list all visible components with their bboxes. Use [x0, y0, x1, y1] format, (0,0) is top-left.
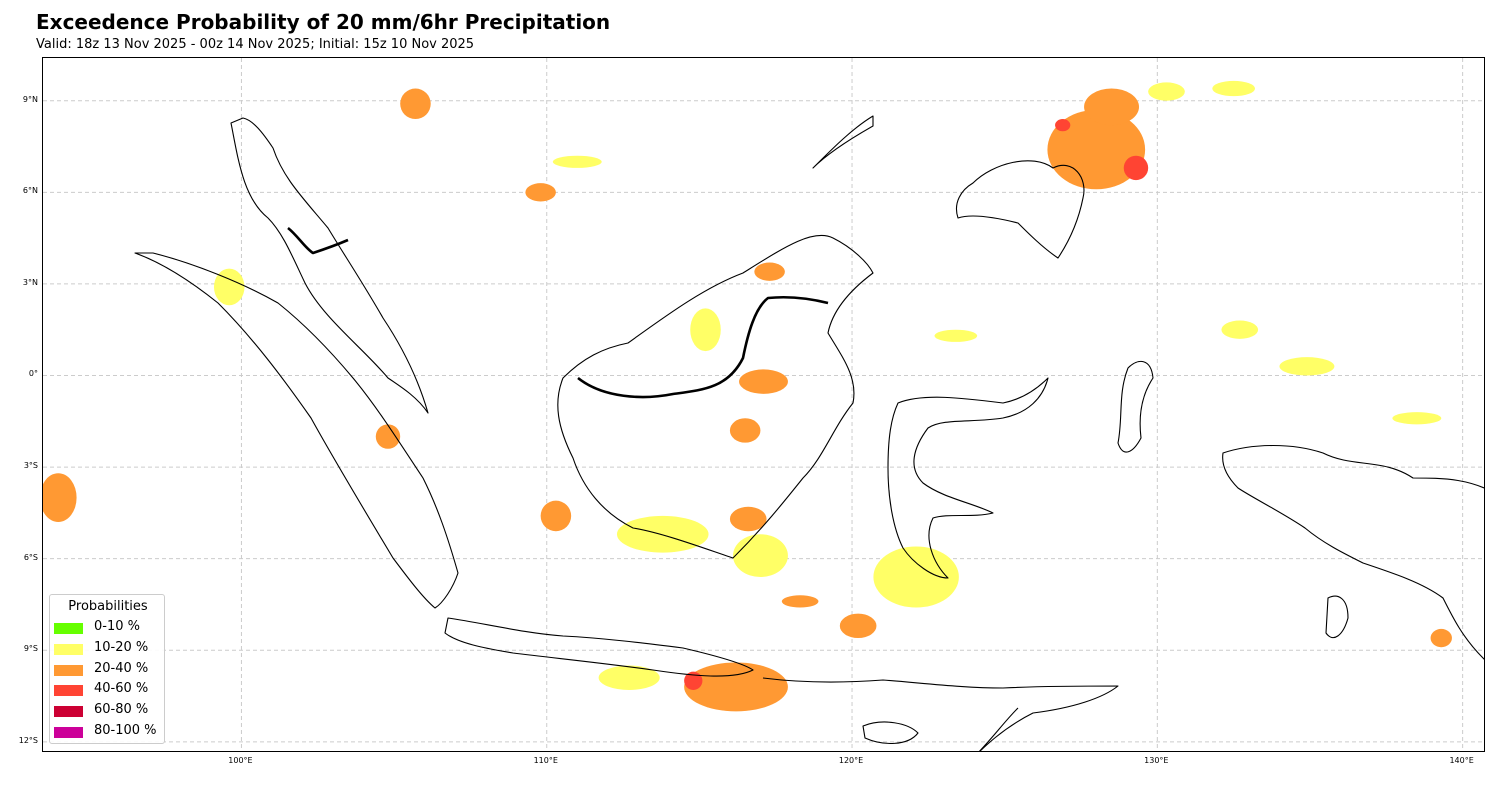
map-title: Exceedence Probability of 20 mm/6hr Prec…: [36, 10, 611, 34]
lat-tick-label: 9°N: [22, 94, 38, 104]
gridlines: [43, 58, 1484, 751]
legend-label: 80-100 %: [94, 723, 157, 738]
precip-area: [873, 546, 959, 608]
legend-swatch: [54, 664, 83, 676]
legend-label: 40-60 %: [94, 681, 149, 697]
map-frame: [42, 57, 1485, 752]
lon-tick-label: 130°E: [1144, 756, 1169, 765]
precip-area: [754, 262, 785, 281]
precip-area: [1148, 82, 1185, 101]
map-canvas: [43, 58, 1484, 751]
border-malay-thai: [287, 226, 349, 255]
coastline-sulawesi: [887, 377, 1049, 579]
precip-area: [839, 613, 877, 639]
precip-area: [1221, 320, 1259, 339]
precip-area: [684, 662, 788, 712]
legend-item: 60-80 %: [54, 702, 164, 720]
precip-area: [781, 595, 819, 608]
precip-area: [1279, 357, 1335, 376]
border-borneo: [577, 295, 829, 399]
lon-tick-label: 110°E: [533, 756, 558, 765]
coastline-lesser-sunda: [762, 677, 1119, 751]
precip-area: [540, 500, 572, 532]
coastlines: [134, 115, 1484, 751]
precip-area: [1430, 628, 1452, 648]
legend-swatch: [54, 727, 83, 738]
lat-tick-label: 0°: [28, 369, 38, 379]
lat-tick-label: 3°N: [22, 277, 38, 287]
coastline-sumatra: [134, 252, 459, 609]
precip-area: [729, 418, 761, 443]
lon-tick-label: 100°E: [228, 756, 253, 765]
legend-item: 20-40 %: [54, 661, 164, 679]
lat-tick-label: 3°S: [23, 461, 38, 471]
legend-item: 0-10 %: [54, 619, 164, 637]
precip-area: [732, 534, 788, 577]
legend-label: 10-20 %: [94, 639, 149, 655]
precip-area: [1123, 155, 1149, 181]
lat-tick-label: 6°N: [22, 186, 38, 196]
coastline-palawan: [812, 115, 874, 169]
coastline-new-guinea: [1222, 445, 1484, 660]
map-subtitle: Valid: 18z 13 Nov 2025 - 00z 14 Nov 2025…: [36, 37, 475, 52]
precip-area: [934, 329, 978, 342]
lat-tick-label: 12°S: [18, 735, 38, 745]
coastline-borneo: [557, 234, 874, 559]
precip-area: [729, 506, 767, 532]
coastline-aru: [1325, 595, 1349, 638]
precip-area: [375, 424, 401, 449]
coastline-mindanao: [955, 160, 1085, 259]
precip-area: [690, 308, 721, 352]
precip-area: [552, 155, 602, 168]
lat-tick-label: 6°S: [23, 552, 38, 562]
lat-tick-label: 9°S: [23, 644, 38, 654]
legend-title: Probabilities: [68, 599, 148, 614]
coastline-halmahera: [1117, 360, 1154, 453]
precip-area: [598, 665, 660, 690]
precip-area: [1055, 119, 1071, 132]
legend-swatch: [54, 623, 83, 634]
lon-tick-label: 120°E: [838, 756, 864, 765]
precip-area: [1047, 109, 1146, 190]
legend-item: 40-60 %: [54, 681, 164, 699]
legend-label: 0-10 %: [94, 619, 140, 634]
legend-label: 20-40 %: [94, 660, 149, 676]
coastline-sumba: [862, 721, 919, 744]
precip-area: [525, 183, 556, 202]
legend-swatch: [54, 706, 83, 718]
legend: Probabilities 0-10 % 10-20 % 20-40 % 40-60 …: [49, 594, 165, 744]
precip-area: [1084, 88, 1140, 126]
legend-swatch: [54, 685, 83, 697]
precipitation-areas: [43, 80, 1452, 712]
legend-item: 80-100 %: [54, 723, 164, 741]
precip-area: [1392, 412, 1442, 425]
precip-area: [213, 268, 245, 306]
precip-area: [400, 88, 431, 120]
precip-area: [616, 515, 709, 553]
precip-area: [739, 369, 788, 394]
lon-tick-label: 140°E: [1449, 756, 1474, 765]
legend-item: 10-20 %: [54, 640, 164, 658]
coastline-java: [444, 617, 754, 677]
coastline-malay-peninsula: [230, 117, 429, 414]
legend-swatch: [54, 643, 83, 655]
legend-label: 60-80 %: [94, 702, 149, 718]
precip-area: [684, 671, 703, 690]
precip-area: [43, 473, 77, 523]
precip-area: [1212, 80, 1256, 97]
